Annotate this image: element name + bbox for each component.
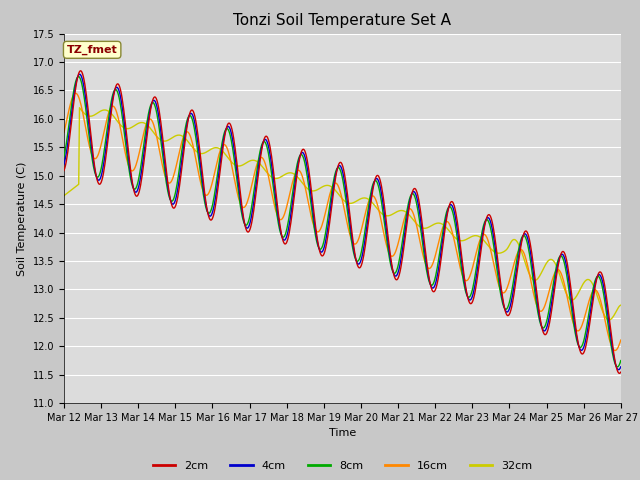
32cm bbox=[214, 145, 222, 151]
2cm bbox=[185, 115, 193, 120]
16cm bbox=[70, 92, 78, 97]
2cm bbox=[617, 369, 625, 375]
16cm bbox=[128, 168, 136, 174]
8cm bbox=[60, 154, 68, 160]
32cm bbox=[605, 317, 613, 323]
16cm bbox=[60, 130, 68, 135]
32cm bbox=[128, 124, 136, 130]
4cm bbox=[60, 161, 68, 167]
2cm bbox=[128, 179, 136, 184]
16cm bbox=[185, 130, 193, 136]
32cm bbox=[60, 193, 68, 199]
4cm bbox=[76, 72, 83, 77]
4cm bbox=[614, 367, 622, 372]
Line: 2cm: 2cm bbox=[64, 71, 621, 373]
Text: TZ_fmet: TZ_fmet bbox=[67, 45, 118, 55]
4cm bbox=[185, 114, 193, 120]
Y-axis label: Soil Temperature (C): Soil Temperature (C) bbox=[17, 161, 27, 276]
8cm bbox=[185, 113, 193, 119]
32cm bbox=[617, 302, 625, 308]
8cm bbox=[614, 364, 621, 370]
4cm bbox=[214, 176, 222, 182]
8cm bbox=[214, 167, 222, 172]
4cm bbox=[70, 92, 78, 97]
32cm bbox=[428, 223, 435, 229]
4cm bbox=[617, 364, 625, 370]
16cm bbox=[214, 155, 222, 160]
8cm bbox=[428, 282, 435, 288]
32cm bbox=[411, 219, 419, 225]
16cm bbox=[72, 90, 79, 96]
Line: 4cm: 4cm bbox=[64, 74, 621, 370]
8cm bbox=[617, 358, 625, 363]
Line: 16cm: 16cm bbox=[64, 93, 621, 350]
16cm bbox=[612, 348, 620, 353]
2cm bbox=[411, 186, 419, 192]
4cm bbox=[428, 283, 435, 289]
8cm bbox=[411, 194, 419, 200]
2cm bbox=[70, 97, 78, 103]
32cm bbox=[76, 105, 83, 110]
4cm bbox=[411, 190, 419, 195]
Title: Tonzi Soil Temperature Set A: Tonzi Soil Temperature Set A bbox=[234, 13, 451, 28]
8cm bbox=[70, 86, 78, 92]
32cm bbox=[185, 140, 193, 145]
2cm bbox=[428, 284, 435, 290]
X-axis label: Time: Time bbox=[329, 429, 356, 438]
2cm bbox=[60, 168, 68, 173]
Line: 32cm: 32cm bbox=[64, 108, 621, 320]
2cm bbox=[214, 184, 222, 190]
Line: 8cm: 8cm bbox=[64, 76, 621, 367]
16cm bbox=[428, 264, 435, 270]
8cm bbox=[75, 73, 83, 79]
32cm bbox=[70, 185, 78, 191]
4cm bbox=[128, 180, 136, 186]
16cm bbox=[411, 216, 419, 221]
16cm bbox=[617, 337, 625, 343]
2cm bbox=[76, 68, 84, 74]
2cm bbox=[616, 371, 623, 376]
8cm bbox=[128, 182, 136, 188]
Legend: 2cm, 4cm, 8cm, 16cm, 32cm: 2cm, 4cm, 8cm, 16cm, 32cm bbox=[148, 457, 536, 476]
